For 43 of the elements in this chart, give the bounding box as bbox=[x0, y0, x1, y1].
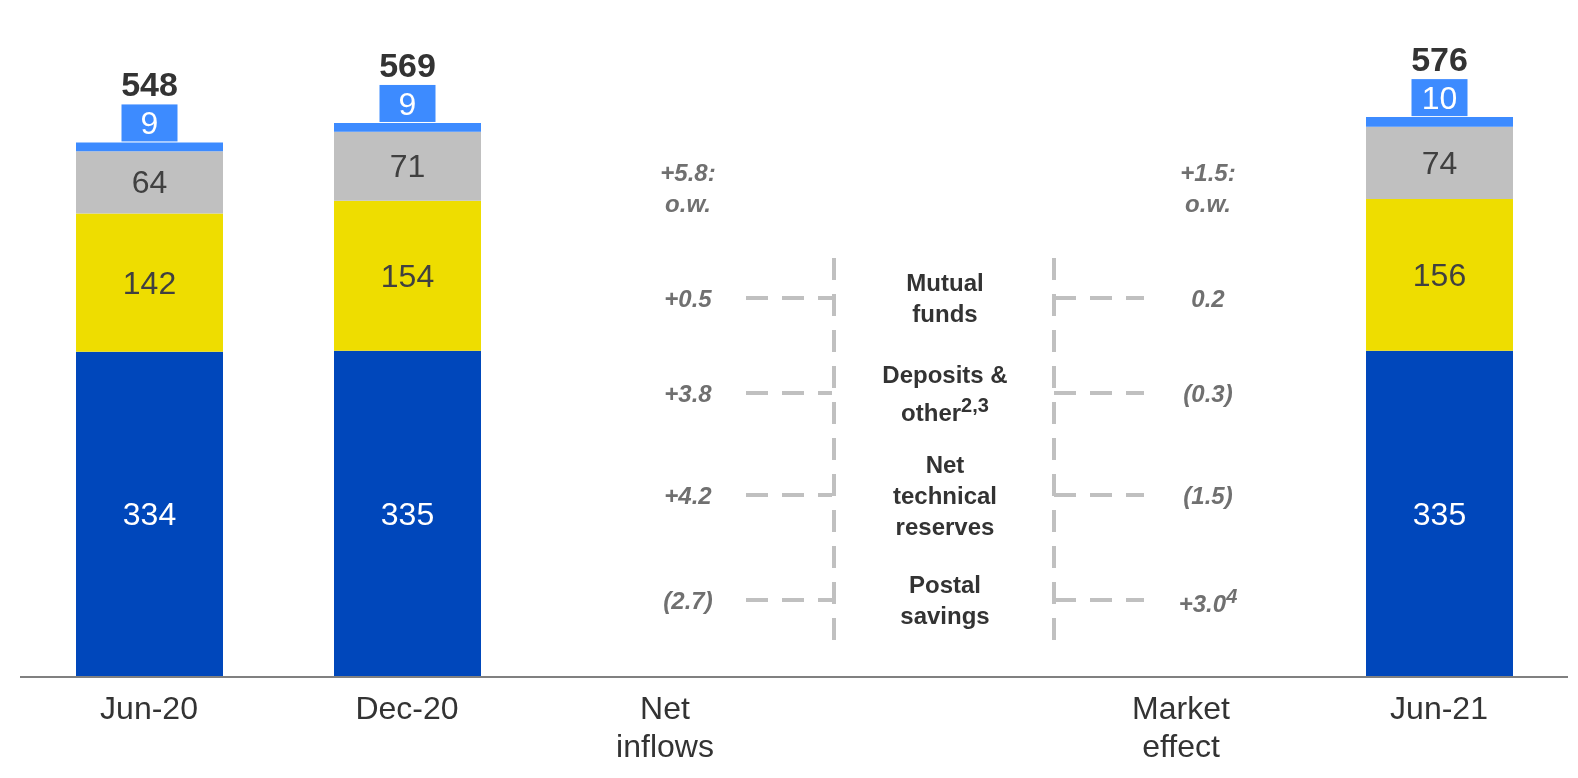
data-label: 156 bbox=[1412, 256, 1467, 293]
annotation: +1.5: o.w. bbox=[1179, 158, 1237, 219]
data-label: 9 bbox=[140, 105, 159, 142]
data-label: 74 bbox=[1421, 144, 1458, 181]
annotation: Net technical reserves bbox=[891, 449, 998, 542]
data-label: 142 bbox=[122, 264, 177, 301]
annotation: Postal savings bbox=[899, 570, 991, 631]
data-label: 10 bbox=[1421, 80, 1458, 117]
annotation: (0.3) bbox=[1183, 378, 1233, 409]
bar bbox=[334, 350, 481, 677]
total-label: 576 bbox=[1411, 40, 1468, 79]
annotation: +5.8: o.w. bbox=[659, 158, 717, 219]
annotation: 0.2 bbox=[1191, 283, 1225, 314]
bar bbox=[1366, 350, 1513, 677]
bar bbox=[76, 213, 223, 352]
annotation: +3.0$^{4}$ bbox=[1178, 584, 1238, 619]
data-label: 335 bbox=[1412, 495, 1467, 532]
bar bbox=[334, 131, 481, 201]
annotation: Deposits & other$^{2,3}$ bbox=[881, 359, 1009, 428]
annotation: Mutual funds bbox=[905, 268, 985, 329]
total-label: 569 bbox=[379, 45, 436, 84]
x-tick-label: Dec-20 bbox=[355, 690, 459, 726]
x-tick-label: Jun-21 bbox=[1390, 690, 1488, 726]
data-label: 334 bbox=[122, 496, 177, 533]
x-tick-label: Net inflows bbox=[616, 690, 714, 764]
total-label: 548 bbox=[121, 65, 178, 104]
annotation: (2.7) bbox=[663, 585, 713, 616]
bar bbox=[1366, 126, 1513, 199]
data-label: 64 bbox=[131, 164, 168, 201]
annotation: (1.5) bbox=[1183, 480, 1233, 511]
annotation: +0.5 bbox=[664, 283, 712, 314]
x-tick-label: Market effect bbox=[1132, 690, 1231, 764]
data-label: 71 bbox=[389, 148, 426, 185]
bar bbox=[76, 351, 223, 677]
data-label: 9 bbox=[398, 85, 417, 122]
x-tick-label: Jun-20 bbox=[100, 690, 198, 726]
bar bbox=[1366, 198, 1513, 351]
data-label: 154 bbox=[380, 257, 435, 294]
annotation: +4.2 bbox=[664, 480, 712, 511]
bar bbox=[334, 200, 481, 351]
bar bbox=[76, 151, 223, 214]
data-label: 335 bbox=[380, 495, 435, 532]
annotation: +3.8 bbox=[664, 378, 712, 409]
